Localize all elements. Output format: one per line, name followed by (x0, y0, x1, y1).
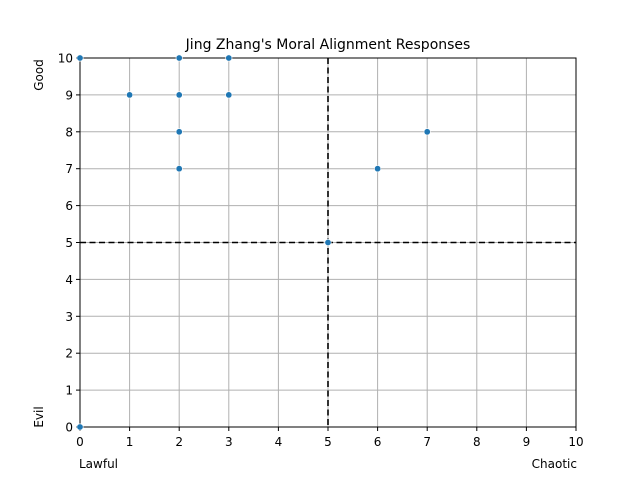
data-point (126, 91, 134, 99)
data-point (76, 423, 84, 431)
y-tick-label: 2 (65, 347, 73, 361)
x-tick-label: 1 (126, 435, 134, 449)
x-tick-label: 10 (568, 435, 583, 449)
y-tick-label: 4 (65, 273, 73, 287)
data-point (175, 91, 183, 99)
y-low-label: Evil (32, 406, 46, 427)
y-tick-label: 10 (58, 52, 73, 66)
x-tick-label: 8 (473, 435, 481, 449)
x-tick-label: 9 (523, 435, 531, 449)
data-point (175, 54, 183, 62)
y-tick-label: 0 (65, 421, 73, 435)
data-point (175, 165, 183, 173)
y-tick-label: 1 (65, 384, 73, 398)
x-tick-label: 0 (76, 435, 84, 449)
x-tick-label: 5 (324, 435, 332, 449)
data-points (76, 54, 431, 431)
y-tick-label: 6 (65, 199, 73, 213)
x-tick-label: 4 (275, 435, 283, 449)
data-point (225, 54, 233, 62)
x-low-label: Lawful (79, 457, 118, 471)
data-point (423, 128, 431, 136)
data-point (324, 239, 332, 247)
x-tick-label: 3 (225, 435, 233, 449)
chart-title: Jing Zhang's Moral Alignment Responses (185, 37, 471, 53)
x-tick-label: 7 (423, 435, 431, 449)
y-tick-label: 7 (65, 162, 73, 176)
x-tick-label: 6 (374, 435, 382, 449)
y-tick-label: 5 (65, 236, 73, 250)
y-high-label: Good (32, 59, 46, 91)
data-point (76, 54, 84, 62)
data-point (225, 91, 233, 99)
x-high-label: Chaotic (532, 457, 577, 471)
x-tick-label: 2 (175, 435, 183, 449)
y-tick-label: 3 (65, 310, 73, 324)
data-point (175, 128, 183, 136)
axis-ticks: 0 1 2 3 4 5 6 7 8 9 10 0 1 2 3 4 5 6 7 8 9 10 (58, 52, 584, 450)
data-point (374, 165, 382, 173)
y-tick-label: 8 (65, 125, 73, 139)
y-tick-label: 9 (65, 88, 73, 102)
